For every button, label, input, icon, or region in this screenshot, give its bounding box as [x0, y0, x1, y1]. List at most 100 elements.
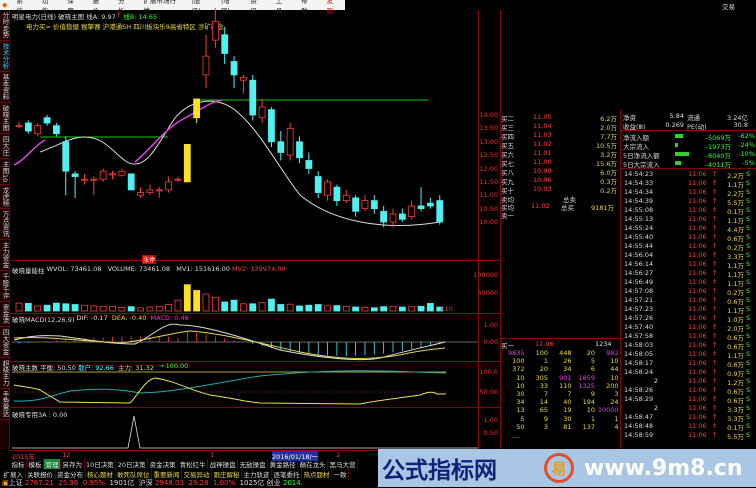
- order-row: 买五 11.02 10.5万: [501, 140, 617, 150]
- sidebar-tab[interactable]: 资金流: [0, 302, 10, 327]
- menu-item[interactable]: 报价: [92, 0, 100, 15]
- queue-row: 50 3 81 137 4: [501, 423, 618, 431]
- toolbar-button[interactable]: 20日决策: [116, 459, 149, 469]
- toolbar-button[interactable]: 逐笔委托: [272, 469, 302, 479]
- sidebar-tab[interactable]: 四大资金: [0, 327, 10, 358]
- toolbar-button[interactable]: 资金分布: [56, 469, 86, 479]
- watermark-logo: 易: [544, 453, 574, 483]
- menu-item[interactable]: |股讯|: [191, 0, 201, 15]
- sidebar-tab[interactable]: 龙虎榜: [0, 185, 10, 210]
- buy-avg-label: 买均: [501, 204, 514, 212]
- menu-item[interactable]: 系统: [16, 0, 23, 15]
- index-status-bar: ▣ 上证 2767.21 25.96 0.95% 1901亿 沪深 2948.0…: [2, 479, 378, 487]
- toolbar-button[interactable]: 巅在龙头: [298, 459, 329, 469]
- volume-bar: [146, 306, 154, 312]
- toolbar-button[interactable]: 关联报价: [26, 469, 56, 479]
- trade-button[interactable]: 交易: [722, 3, 735, 11]
- tick-price: 11.06: [688, 422, 707, 430]
- candle: [109, 171, 116, 180]
- sidebar-tab[interactable]: 千股千评: [0, 271, 10, 303]
- fund-cell: 收益(Ⅲ): [623, 123, 646, 131]
- price-tick: 11.50: [479, 178, 498, 186]
- flow-row: 净流入额 -5069万 -62%: [623, 132, 755, 142]
- tick-price: 11.06: [688, 179, 707, 187]
- toolbar-button[interactable]: 指标: [10, 459, 27, 469]
- toolbar-button[interactable]: 资金决策: [148, 459, 179, 469]
- toolbar-button[interactable]: 管理: [44, 459, 61, 469]
- toolbar-button[interactable]: 跟庄解秘: [212, 469, 242, 479]
- tick-time: 14:55:08: [624, 206, 654, 214]
- toolbar-button[interactable]: 热点题材: [302, 469, 332, 479]
- menu-item[interactable]: 帮助: [301, 0, 308, 15]
- candle-body: [174, 178, 182, 181]
- menu-item[interactable]: 分析: [118, 0, 125, 15]
- sidebar-tab[interactable]: 主图10: [0, 159, 10, 185]
- toolbar-button[interactable]: 无敌操盘: [238, 459, 269, 469]
- candle: [370, 195, 378, 214]
- toolbar-button[interactable]: 战神操盘: [208, 459, 239, 469]
- tick-flag: S: [746, 260, 751, 268]
- toolbar-button[interactable]: 模板: [27, 459, 44, 469]
- watermark-text: 公式指标网: [382, 458, 497, 484]
- toolbar-button[interactable]: 黑马大营: [328, 459, 359, 469]
- tick-flag: S: [746, 278, 751, 286]
- order-price: 11.00: [533, 158, 552, 166]
- menu-item[interactable]: 工具: [275, 0, 283, 15]
- candle-body: [258, 106, 266, 119]
- toolbar-button[interactable]: 一致: [332, 469, 349, 479]
- sidebar-tab[interactable]: 技术分析: [0, 41, 10, 72]
- candle: [99, 168, 107, 182]
- flow-amount: -4011万: [705, 161, 731, 169]
- tick-flag: S: [746, 188, 751, 196]
- tick-up-icon: ↑: [712, 314, 718, 322]
- toolbar-button[interactable]: 重要新闻: [152, 469, 182, 479]
- toolbar-button[interactable]: 主力轨迹: [242, 469, 272, 479]
- tick-price: 11.06: [688, 323, 707, 331]
- kline-chart[interactable]: [0, 0, 478, 450]
- sidebar-tab[interactable]: 四大庄: [0, 134, 10, 159]
- candle-body: [137, 192, 144, 196]
- volume-bar: [249, 303, 257, 312]
- menu-item[interactable]: 功能: [41, 0, 49, 15]
- toolbar-button[interactable]: 黄金路径: [268, 459, 299, 469]
- menu-item[interactable]: 深度: [67, 0, 74, 15]
- order-volume: 6.0万: [600, 169, 617, 177]
- menu-item[interactable]: 发现: [326, 0, 334, 15]
- fund-cell: 30.8: [733, 121, 748, 129]
- queue-cell: 30: [563, 414, 572, 423]
- queue-cell: 7: [543, 390, 548, 398]
- sidebar-tab[interactable]: 万点资讯: [0, 209, 10, 241]
- candle: [15, 121, 23, 129]
- sidebar-tab[interactable]: 手势雷达: [0, 389, 10, 420]
- toolbar-button[interactable]: 10日决策: [85, 459, 117, 469]
- menu-item[interactable]: 扩展市场行情: [143, 0, 177, 15]
- flow-amount: -1973万: [705, 143, 731, 151]
- toolbar-button[interactable]: 核心题材: [86, 469, 116, 479]
- volume-bar: [137, 307, 144, 312]
- tick-time: 14:57:26: [624, 314, 654, 322]
- line-a: 线A: 9.97: [86, 13, 116, 21]
- menu-item[interactable]: 资讯: [250, 0, 257, 15]
- order-row: 买六 11.01 3.2万: [501, 149, 617, 159]
- queue-cell: 10000: [597, 406, 619, 415]
- main-force: 主力: 31.32: [118, 364, 154, 372]
- tick-time: 14:57:23: [624, 305, 654, 313]
- candle: [90, 176, 98, 196]
- tick-up-icon: ↑: [712, 413, 718, 421]
- sidebar-tab[interactable]: 超级主力: [0, 358, 10, 389]
- toolbar-button[interactable]: 另存为: [61, 459, 85, 469]
- tick-row: 14:58:05 11.06 ↑ 1.1万 S: [624, 350, 750, 360]
- sidebar-tab[interactable]: 破晓主图: [0, 103, 10, 134]
- divider: [620, 168, 756, 169]
- tick-volume: 5.5万: [727, 199, 744, 207]
- toolbar-button[interactable]: 青松红牛: [178, 459, 209, 469]
- menu-item[interactable]: |增强|: [221, 0, 230, 15]
- tick-price: 11.06: [688, 305, 707, 313]
- sidebar-tab[interactable]: 基本资料: [0, 72, 10, 103]
- tick-price: 11.06: [688, 431, 707, 439]
- toolbar-button[interactable]: 敢死队席位: [116, 469, 152, 479]
- sidebar-tab[interactable]: 主力资金: [0, 240, 10, 272]
- sidebar-tab[interactable]: 分时走势: [0, 10, 10, 41]
- toolbar-button[interactable]: 交易异动: [182, 469, 212, 479]
- toolbar-button[interactable]: 扩展入: [2, 469, 26, 479]
